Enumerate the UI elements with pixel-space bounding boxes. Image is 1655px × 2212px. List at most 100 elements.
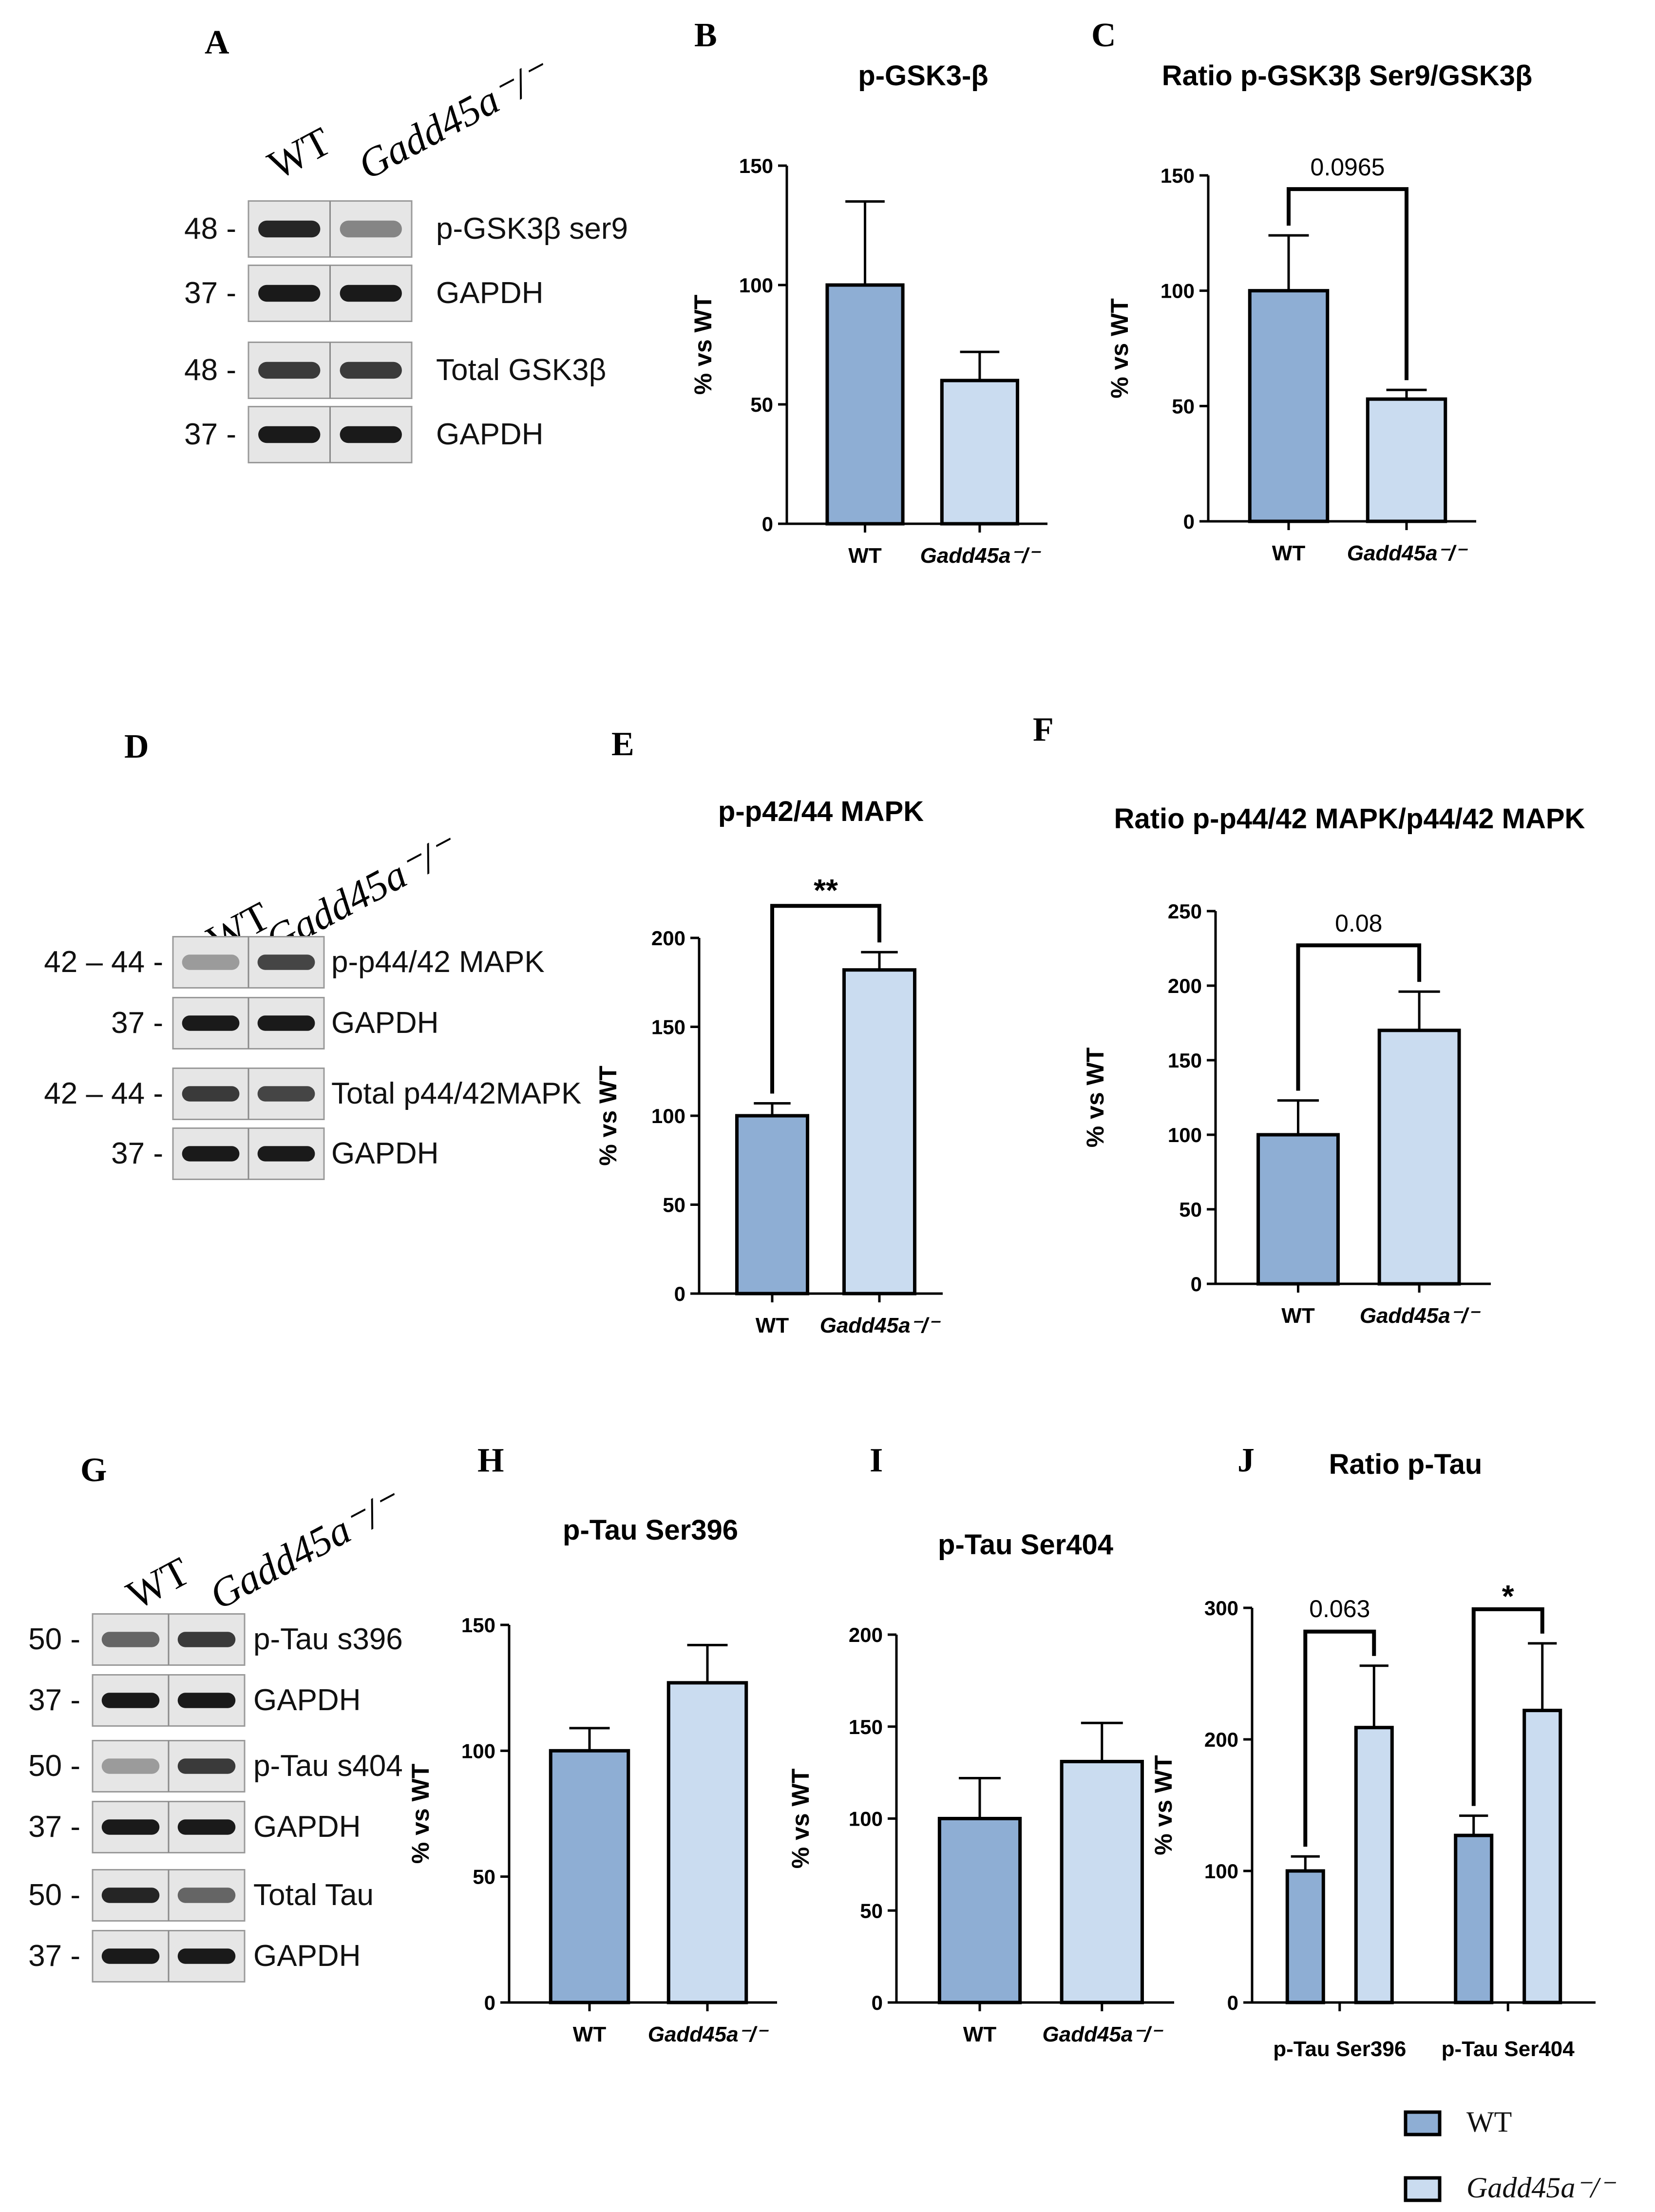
band-ko [257, 1015, 315, 1031]
bar [735, 1114, 809, 1296]
x-tick-label: WT [1281, 1304, 1315, 1328]
band-ko [340, 362, 402, 379]
significance-label: * [1502, 1579, 1514, 1614]
y-tick-label: 50 [1179, 1198, 1202, 1221]
y-tick-label: 0 [484, 1991, 495, 2014]
panel-label-g: G [80, 1451, 107, 1489]
band-ko [177, 1948, 236, 1964]
y-tick-label: 150 [651, 1016, 685, 1039]
bar [1060, 1759, 1144, 2004]
x-tick-label: WT [756, 1314, 789, 1337]
lane-label-wt: WT [119, 1548, 197, 1618]
y-tick-label: 100 [461, 1739, 495, 1762]
significance-label: 0.063 [1309, 1595, 1370, 1622]
y-axis-label: % vs WT [1082, 1048, 1109, 1148]
chart-j: Ratio p-Tau % vs WT 0 100 200 300 p-Tau Ser396… [1150, 1449, 1617, 2204]
y-tick-label: 100 [739, 274, 773, 297]
panel-label-c: C [1091, 17, 1116, 54]
y-tick-label: 150 [1160, 164, 1195, 187]
chart-title: p-GSK3-β [858, 60, 988, 92]
significance-bracket [1303, 1629, 1376, 1847]
x-tick-label: WT [848, 544, 882, 568]
band-wt [182, 1146, 240, 1162]
x-tick-label: Gadd45a⁻/⁻ [920, 544, 1041, 568]
bar [1522, 1709, 1562, 2004]
x-tick-label: p-Tau Ser404 [1442, 2037, 1575, 2061]
blot-label: GAPDH [331, 1137, 438, 1170]
legend-label: WT [1466, 2106, 1512, 2138]
chart-b: p-GSK3-β % vs WT 0 50 100 150 WT Gadd45a⁻/⁻ [689, 60, 1047, 568]
band-ko [257, 954, 315, 970]
band-wt [101, 1948, 160, 1964]
molecular-weight-label: 50 - [28, 1749, 80, 1783]
chart-e: p-p42/44 MAPK % vs WT 0 50 100 150 200 WT Gadd45… [594, 796, 943, 1337]
panel-label-i: I [870, 1442, 883, 1479]
blot-label: GAPDH [253, 1683, 361, 1717]
panel-label-h: H [477, 1442, 504, 1479]
panel-label-f: F [1033, 711, 1054, 748]
y-tick-label: 150 [739, 154, 773, 177]
bar-charts: p-GSK3-β % vs WT 0 50 100 150 WT Gadd45a⁻/⁻ Rati… [407, 60, 1617, 2204]
y-axis-label: % vs WT [1106, 298, 1133, 399]
y-tick-label: 100 [849, 1808, 883, 1831]
y-tick-label: 200 [1168, 974, 1202, 997]
blot-row: 37 - GAPDH [184, 406, 543, 463]
bar [1354, 1726, 1394, 2004]
y-axis-label: % vs WT [594, 1066, 622, 1166]
blot-row: 37 - GAPDH [28, 1674, 361, 1727]
blot-label: p-Tau s404 [253, 1749, 403, 1783]
y-tick-label: 150 [1168, 1049, 1202, 1072]
molecular-weight-label: 37 - [184, 276, 236, 310]
molecular-weight-label: 48 - [184, 353, 236, 387]
blot-row: 48 - p-GSK3β ser9 [184, 200, 628, 258]
band-wt [101, 1693, 160, 1708]
band-ko [340, 220, 402, 238]
chart-title: Ratio p-GSK3β Ser9/GSK3β [1162, 60, 1533, 92]
band-ko [257, 1146, 315, 1162]
lane-label-ko: Gadd45a⁻/⁻ [202, 1480, 409, 1619]
bar [1256, 1133, 1340, 1286]
panel-label-e: E [611, 725, 634, 763]
band-ko [340, 426, 402, 443]
y-tick-label: 0 [762, 513, 773, 535]
y-tick-label: 0 [674, 1282, 685, 1305]
blot-label: Total Tau [253, 1878, 374, 1912]
y-tick-label: 50 [473, 1866, 495, 1888]
y-tick-label: 100 [651, 1105, 685, 1127]
significance-bracket [1287, 187, 1408, 381]
significance-bracket [770, 904, 881, 1094]
band-wt [101, 1819, 160, 1835]
bar [549, 1749, 630, 2004]
blot-row: 42 – 44 - p-p44/42 MAPK [44, 936, 545, 989]
band-wt [258, 426, 321, 443]
chart-h: p-Tau Ser396 % vs WT 0 50 100 150 WT Gadd45a⁻/⁻ [407, 1514, 777, 2046]
panel-label-b: B [694, 17, 717, 54]
band-ko [177, 1632, 236, 1647]
y-tick-label: 0 [1191, 1273, 1202, 1296]
panel-label-a: A [205, 24, 229, 61]
molecular-weight-label: 50 - [28, 1878, 80, 1912]
blot-row: 50 - p-Tau s396 [28, 1613, 403, 1666]
y-tick-label: 150 [849, 1716, 883, 1738]
band-ko [340, 285, 402, 302]
blot-row: 42 – 44 - Total p44/42MAPK [44, 1068, 582, 1120]
panel-label-d: D [124, 728, 149, 765]
y-tick-label: 100 [1204, 1860, 1238, 1883]
bar [1248, 289, 1330, 523]
x-tick-label: Gadd45a⁻/⁻ [1347, 541, 1468, 565]
band-ko [177, 1693, 236, 1708]
significance-bracket [1471, 1607, 1544, 1806]
blot-row: 48 - Total GSK3β [184, 342, 606, 399]
x-tick-label: WT [1272, 541, 1306, 565]
y-tick-label: 250 [1168, 900, 1202, 923]
blot-a: WT Gadd45a⁻/⁻ 48 - p-GSK3β ser9 37 - GAPDH 48 … [184, 50, 628, 463]
blot-label: GAPDH [436, 418, 543, 451]
y-tick-label: 300 [1204, 1597, 1238, 1620]
band-wt [258, 220, 321, 238]
x-tick-label: WT [963, 2022, 997, 2046]
chart-i: p-Tau Ser404 % vs WT 0 50 100 150 200 WT Gadd45a… [787, 1529, 1174, 2046]
blot-label: GAPDH [253, 1939, 361, 1973]
y-tick-label: 150 [461, 1614, 495, 1637]
